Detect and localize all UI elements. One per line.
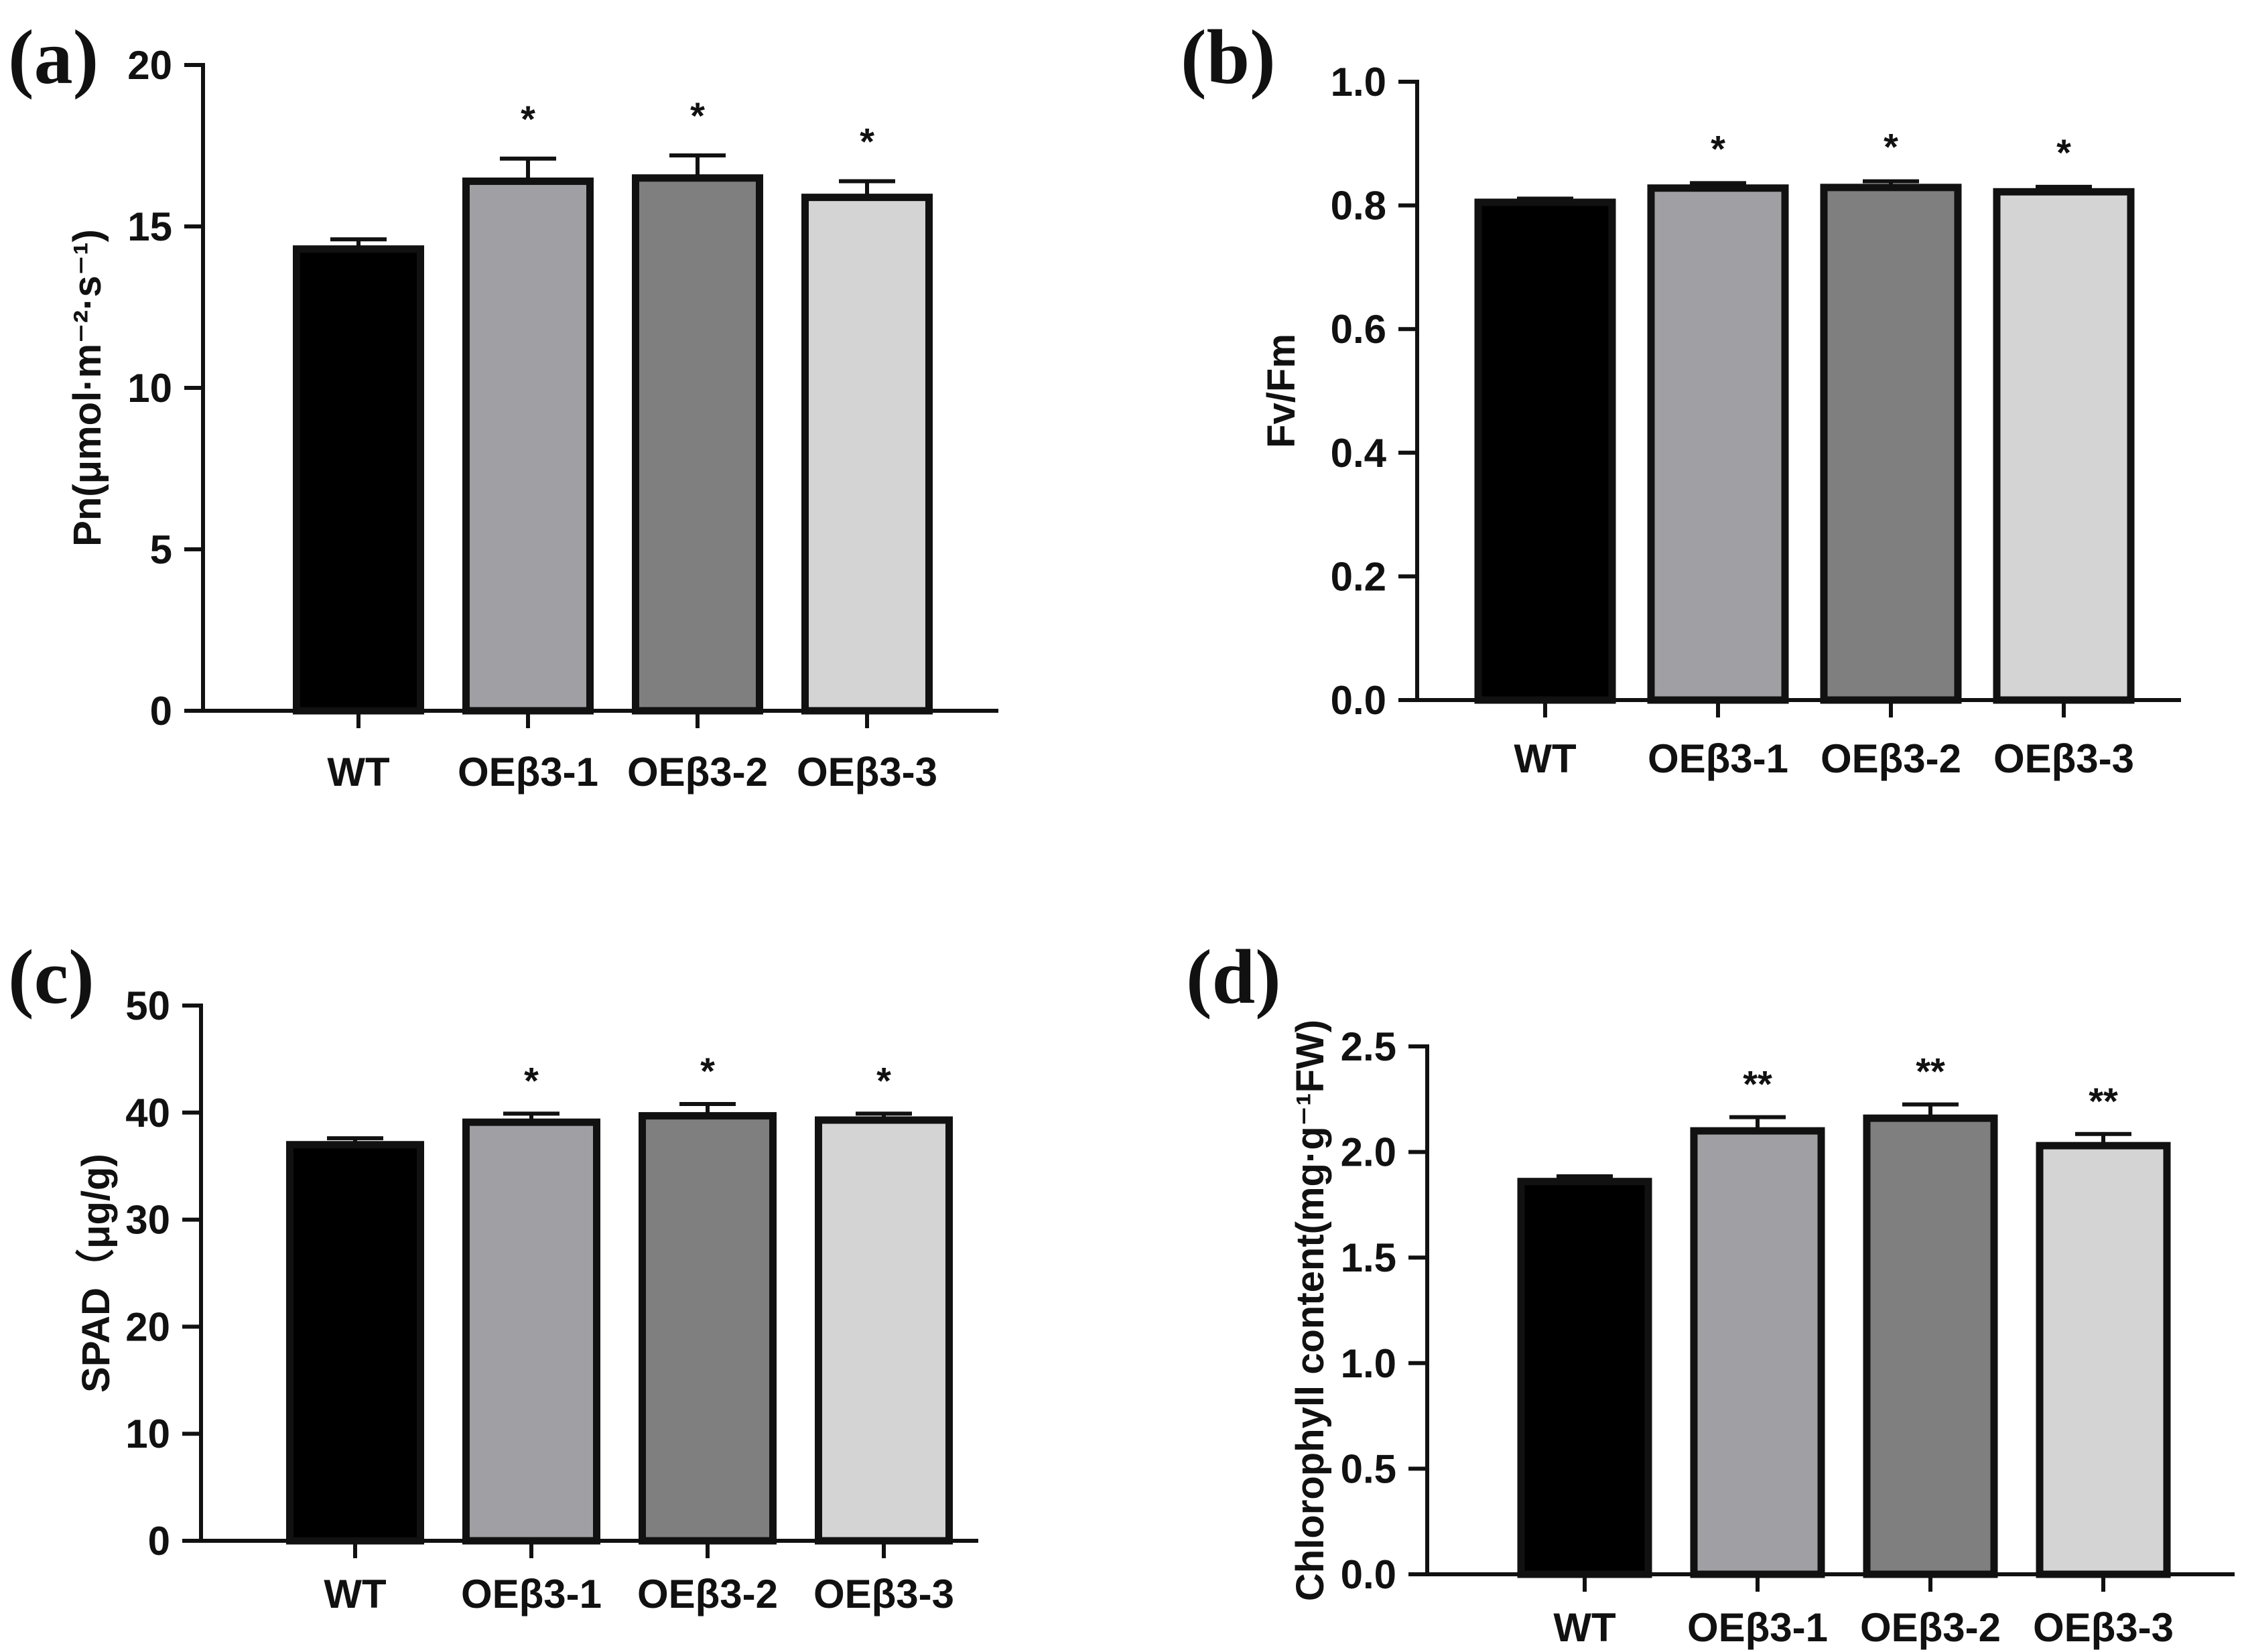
x-tick-label: OEβ3-3: [1993, 736, 2134, 781]
bar-OEβ3-2: [632, 174, 763, 715]
panel-letter: (c): [8, 935, 94, 1020]
x-tick-label: OEβ3-3: [813, 1572, 954, 1616]
y-tick-label: 20: [127, 43, 172, 88]
bar-OEβ3-2: [639, 1112, 777, 1545]
y-tick-label: 1.5: [1341, 1235, 1396, 1280]
bar-WT: [1517, 1178, 1652, 1578]
y-axis-title: Chlorophyll content(mg·g⁻¹FW): [1289, 1020, 1332, 1601]
chart-panel-3: (c) SPAD（μg/g) 0 10 20 30 40 50 WT OEβ3-1 * OEβ3-2 *…: [8, 935, 978, 1616]
significance-label: *: [521, 98, 535, 140]
panel-letter: (d): [1186, 935, 1281, 1020]
x-tick-label: WT: [327, 750, 389, 795]
y-tick-label: 30: [125, 1198, 170, 1243]
y-tick-label: 0: [148, 1519, 170, 1564]
y-tick-label: 0.5: [1341, 1446, 1396, 1491]
significance-label: **: [2089, 1080, 2118, 1122]
bar-OEβ3-3: [2036, 1142, 2171, 1578]
bar-OEβ3-3: [815, 1116, 953, 1545]
significance-label: *: [1884, 126, 1898, 168]
bar-OEβ3-1: [1647, 184, 1789, 704]
y-axis-title: Fv/Fm: [1260, 334, 1303, 448]
y-tick-label: 20: [125, 1304, 170, 1349]
chart-panel-1: (a) Pn(μmol·m⁻²·s⁻¹) 0 5 10 15 20 WT OEβ3-1 * OEβ3…: [8, 15, 998, 795]
y-tick-label: 2.0: [1341, 1130, 1396, 1175]
x-tick-label: OEβ3-1: [1687, 1605, 1828, 1650]
x-tick-label: OEβ3-1: [461, 1572, 602, 1616]
chart-panel-2: (b) Fv/Fm 0.0 0.2 0.4 0.6 0.8 1.0 WT OEβ3-1 * OEβ3-…: [1181, 15, 2181, 781]
x-tick-label: OEβ3-1: [1648, 736, 1788, 781]
y-tick-label: 0.8: [1331, 184, 1386, 228]
significance-label: *: [690, 94, 705, 137]
y-tick-label: 10: [125, 1412, 170, 1456]
y-axis-title: Pn(μmol·m⁻²·s⁻¹): [66, 229, 109, 547]
x-tick-label: OEβ3-1: [458, 750, 598, 795]
bar-OEβ3-1: [462, 178, 594, 715]
significance-label: *: [700, 1050, 715, 1092]
y-tick-label: 1.0: [1331, 60, 1386, 105]
y-tick-label: 2.5: [1341, 1024, 1396, 1069]
significance-label: *: [860, 121, 874, 163]
significance-label: *: [1711, 127, 1725, 169]
significance-label: **: [1743, 1063, 1772, 1105]
x-tick-label: OEβ3-2: [627, 750, 768, 795]
y-tick-label: 40: [125, 1091, 170, 1135]
x-tick-label: OEβ3-2: [637, 1572, 778, 1616]
bar-OEβ3-2: [1863, 1114, 1998, 1578]
y-tick-label: 0.2: [1331, 554, 1386, 599]
x-tick-label: WT: [1514, 736, 1576, 781]
y-tick-label: 0.0: [1341, 1552, 1396, 1597]
y-tick-label: 15: [127, 204, 172, 249]
significance-label: **: [1916, 1050, 1945, 1093]
bar-WT: [286, 1141, 424, 1545]
x-tick-label: WT: [1553, 1605, 1615, 1650]
y-axis-title: SPAD（μg/g): [74, 1154, 118, 1393]
significance-label: *: [876, 1059, 891, 1101]
y-tick-label: 0.4: [1331, 431, 1387, 476]
significance-label: *: [2056, 131, 2071, 174]
x-tick-label: WT: [324, 1572, 386, 1616]
y-tick-label: 0.0: [1331, 678, 1386, 723]
y-tick-label: 0.6: [1331, 307, 1386, 352]
bar-OEβ3-1: [1690, 1127, 1825, 1578]
x-tick-label: OEβ3-3: [797, 750, 937, 795]
significance-label: *: [524, 1059, 539, 1101]
panel-letter: (a): [8, 15, 98, 100]
y-tick-label: 0: [150, 689, 172, 734]
panel-letter: (b): [1181, 15, 1276, 100]
x-tick-label: OEβ3-2: [1860, 1605, 2001, 1650]
x-tick-label: OEβ3-3: [2033, 1605, 2174, 1650]
y-tick-label: 50: [125, 983, 170, 1028]
bar-OEβ3-2: [1820, 184, 1962, 704]
x-tick-label: OEβ3-2: [1821, 736, 1961, 781]
bar-OEβ3-3: [1993, 188, 2135, 704]
chart-panel-4: (d)Chlorophyll content(mg·g⁻¹FW) 0.0 0.5 1.…: [1186, 935, 2235, 1650]
bar-OEβ3-3: [801, 194, 933, 715]
bar-WT: [1474, 198, 1616, 704]
y-tick-label: 10: [127, 366, 172, 411]
bar-OEβ3-1: [462, 1118, 600, 1545]
y-tick-label: 5: [150, 527, 172, 572]
bar-WT: [293, 245, 424, 715]
y-tick-label: 1.0: [1341, 1341, 1396, 1386]
